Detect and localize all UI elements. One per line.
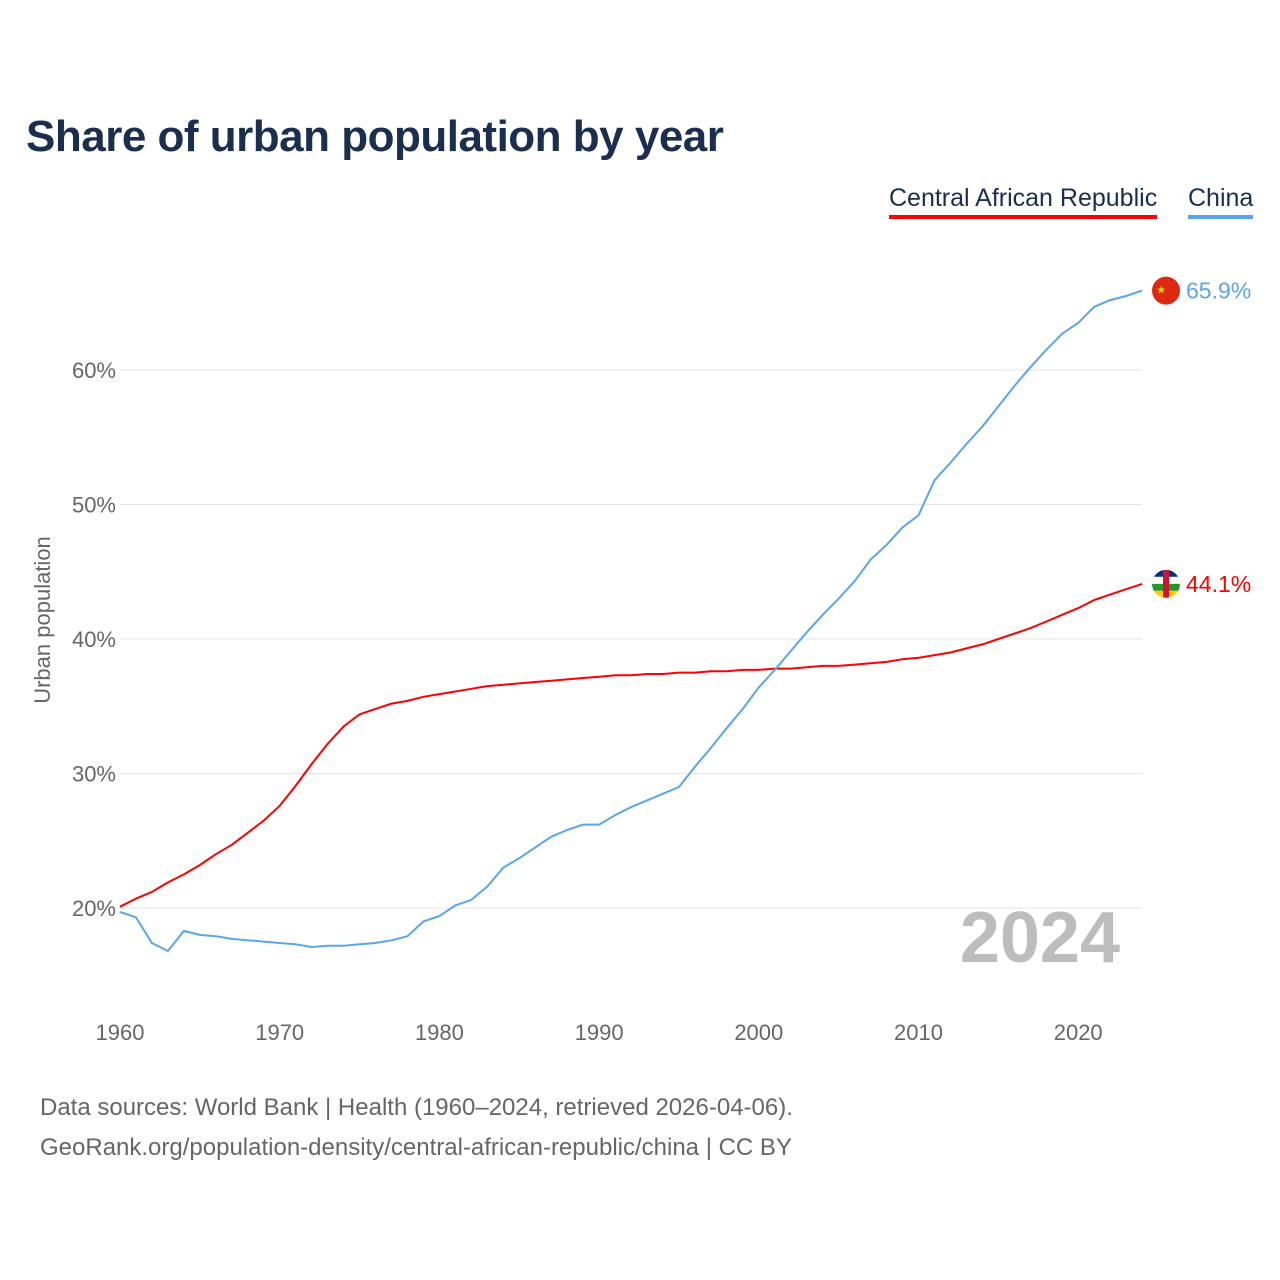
central-african-republic-flag-icon xyxy=(1152,569,1180,598)
china-flag-icon xyxy=(1152,276,1180,305)
x-tick-label: 1960 xyxy=(96,1020,145,1045)
end-value-label: 44.1% xyxy=(1186,571,1251,597)
series-line-china xyxy=(119,289,1143,952)
y-tick-label: 50% xyxy=(72,493,116,518)
x-tick-label: 1970 xyxy=(255,1020,304,1045)
y-tick-label: 60% xyxy=(72,358,116,383)
end-value-label: 65.9% xyxy=(1186,278,1251,304)
x-tick-label: 2000 xyxy=(734,1020,783,1045)
footer: Data sources: World Bank | Health (1960–… xyxy=(40,1088,793,1168)
chart-title: Share of urban population by year xyxy=(26,112,724,161)
flag-star-icon: ★ xyxy=(1156,285,1166,297)
series-line-central-african-republic xyxy=(119,582,1143,908)
x-tick-label: 2020 xyxy=(1054,1020,1103,1045)
x-tick-label: 2010 xyxy=(894,1020,943,1045)
y-tick-label: 40% xyxy=(72,627,116,652)
legend-item-central-african-republic[interactable]: Central African Republic xyxy=(889,184,1158,219)
x-tick-label: 1980 xyxy=(415,1020,464,1045)
legend-item-china[interactable]: China xyxy=(1188,184,1254,219)
year-watermark: 2024 xyxy=(960,898,1120,978)
y-tick-label: 20% xyxy=(72,896,116,921)
footer-sources: Data sources: World Bank | Health (1960–… xyxy=(40,1094,793,1121)
end-marker: 44.1% xyxy=(1152,569,1251,598)
end-marker: ★ 65.9% xyxy=(1152,276,1251,305)
flag-stripe xyxy=(1163,569,1169,598)
x-tick-label: 1990 xyxy=(575,1020,624,1045)
footer-link[interactable]: GeoRank.org/population-density/central-a… xyxy=(40,1134,792,1161)
y-tick-label: 30% xyxy=(72,762,116,787)
y-axis-label: Urban population xyxy=(30,536,55,704)
